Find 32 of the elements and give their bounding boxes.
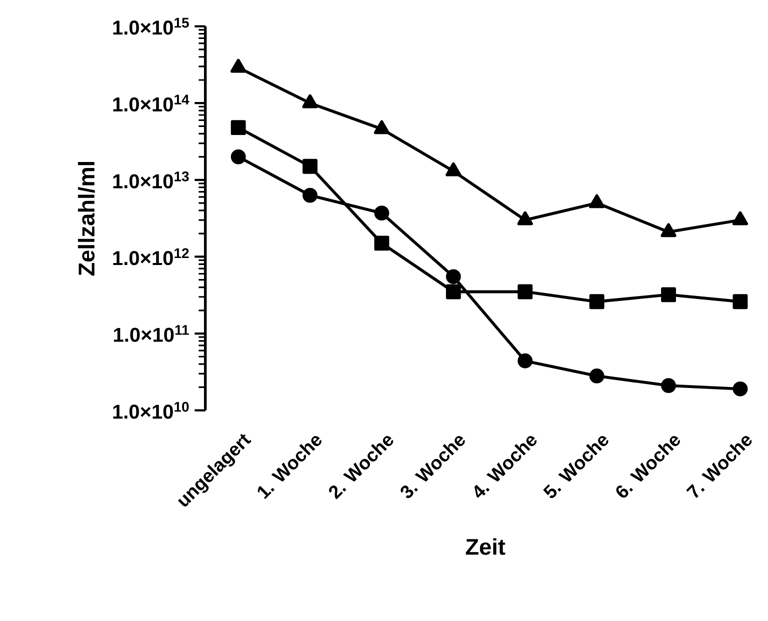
point [374,120,390,134]
point [589,194,605,208]
point [446,162,462,176]
point [230,120,246,136]
point [446,269,461,284]
y-tick-label: 1.0×10$^{11}$ [114,325,189,342]
x-axis-title: Zeit [466,538,506,555]
point [732,294,748,310]
point [589,294,604,310]
point [589,368,604,384]
point [230,58,246,73]
point [374,206,390,221]
point [230,149,246,164]
y-tick-label: 1.0×10$^{15}$ [113,18,189,35]
y-tick-label: 1.0×10$^{13}$ [113,171,189,188]
point [661,287,676,302]
point [660,223,676,238]
point [302,158,318,174]
point [302,188,318,203]
point [446,284,461,300]
y-tick-label: 1.0×10$^{12}$ [113,248,189,266]
point [732,211,748,226]
y-tick-label: 1.0×10$^{10}$ [113,402,189,419]
point [732,381,748,396]
point [302,94,318,108]
y-tick-label: 1.0×10$^{14}$ [113,94,190,112]
point [517,211,533,226]
point [518,284,533,300]
point [374,236,390,251]
point [518,353,533,368]
y-axis-title: Zellzahl/ml [78,162,95,276]
point [661,378,676,394]
